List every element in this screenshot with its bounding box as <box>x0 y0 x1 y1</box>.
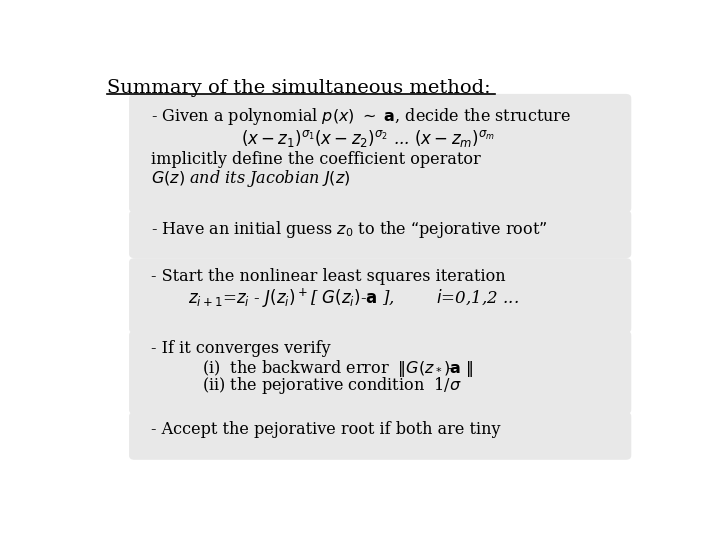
Text: $G(z)$ and its Jacobian $J(z)$: $G(z)$ and its Jacobian $J(z)$ <box>151 168 351 189</box>
FancyBboxPatch shape <box>129 94 631 212</box>
Text: (i)  the backward error  $\| G(z_*)\!$-$\!\mathbf{a}$ $\|$: (i) the backward error $\| G(z_*)\!$-$\!… <box>202 357 473 379</box>
FancyBboxPatch shape <box>129 331 631 414</box>
Text: implicitly define the coefficient operator: implicitly define the coefficient operat… <box>151 151 481 168</box>
FancyBboxPatch shape <box>129 210 631 258</box>
Text: $( x - z_1 )^{\sigma_1}( x - z_2 )^{\sigma_2}$ ... $( x - z_m )^{\sigma_m}$: $( x - z_1 )^{\sigma_1}( x - z_2 )^{\sig… <box>240 128 495 149</box>
FancyBboxPatch shape <box>129 412 631 460</box>
FancyBboxPatch shape <box>129 258 631 333</box>
Text: - Given a polynomial $p(x)$ $\sim$ $\mathbf{a}$, decide the structure: - Given a polynomial $p(x)$ $\sim$ $\mat… <box>151 106 572 127</box>
Text: (ii) the pejorative condition  1/$\sigma$: (ii) the pejorative condition 1/$\sigma$ <box>202 375 462 396</box>
Text: $z_{i+1}$=$z_i$ - $J(z_i)^+$[ $G(z_i)$-$\mathbf{a}$ ],        $i$=0,1,2 ...: $z_{i+1}$=$z_i$ - $J(z_i)^+$[ $G(z_i)$-$… <box>188 287 518 310</box>
Text: Summary of the simultaneous method:: Summary of the simultaneous method: <box>107 79 490 97</box>
Text: - If it converges verify: - If it converges verify <box>151 340 331 357</box>
Text: - Start the nonlinear least squares iteration: - Start the nonlinear least squares iter… <box>151 268 506 285</box>
Text: - Accept the pejorative root if both are tiny: - Accept the pejorative root if both are… <box>151 421 501 438</box>
Text: - Have an initial guess $z_0$ to the “pejorative root”: - Have an initial guess $z_0$ to the “pe… <box>151 219 548 240</box>
